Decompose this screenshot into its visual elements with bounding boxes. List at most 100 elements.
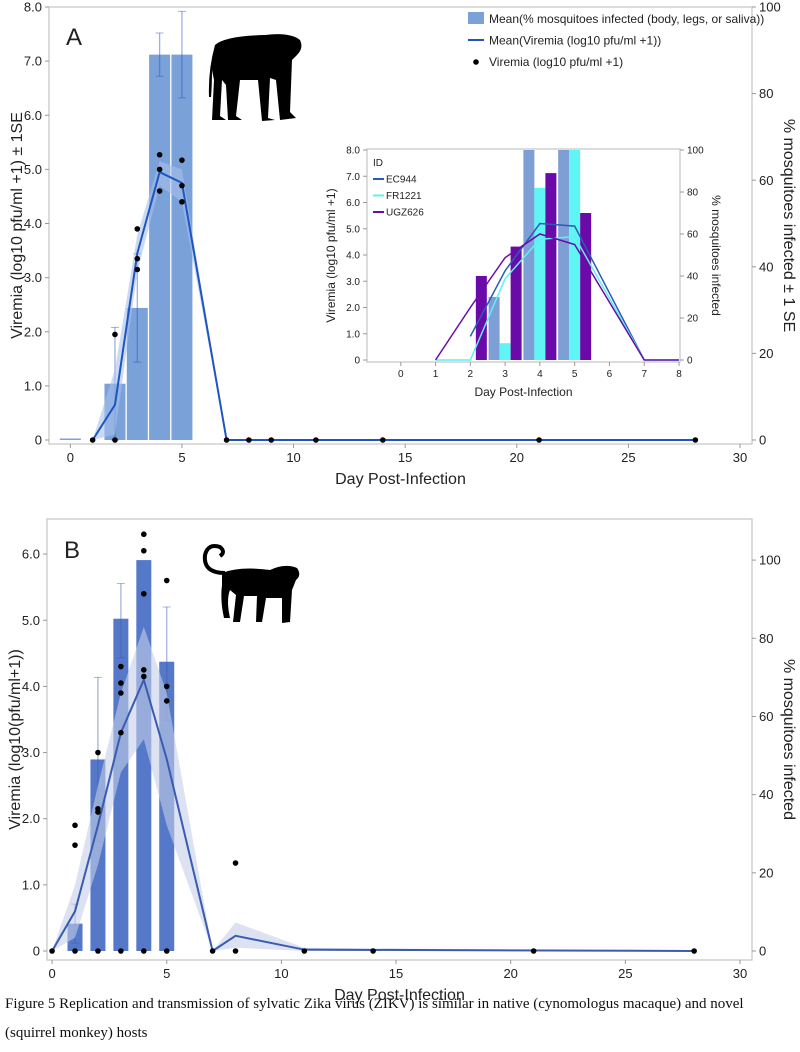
viremia-point [95,809,101,815]
bar [149,54,171,440]
legend-item: Mean(Viremia (log10 pfu/ml +1)) [489,34,661,48]
y2-axis-label: % mosquitoes infected [709,195,723,316]
inset-bar-FR1221 [499,343,511,360]
inset-line-UGZ626 [434,233,679,361]
y2-tick-label: 0 [759,944,766,959]
chart-A: 0 5 10 15 20 25 3001.02.03.04.05.06.07.08.0020… [9,0,797,488]
y-tick-label: 1.0 [22,877,40,892]
viremia-point [301,948,308,954]
viremia-point [163,683,170,690]
legend-item: Viremia (log10 pfu/ml +1) [489,55,623,69]
x-axis-label: Day Post-Infection [335,471,466,488]
viremia-point [141,673,147,680]
y2-tick-label: 20 [759,865,773,880]
legend-item: Mean(% mosquitoes infected (body, legs, … [489,12,764,26]
y2-tick-label: 80 [687,188,699,199]
y-axis-label: Viremia (log10 pfu/ml +1) [324,188,338,322]
viremia-point [141,531,147,538]
bar [59,438,81,440]
viremia-point [223,437,230,443]
x-tick-label: 20 [510,450,524,465]
viremia-point [691,948,697,954]
y2-tick-label: 100 [759,553,781,568]
x-tick-label: 30 [733,450,747,465]
confidence-band [52,626,695,951]
figure-caption: Figure 5 Replication and transmission of… [5,996,744,1041]
y-tick-label: 3.0 [24,270,42,285]
y-tick-label: 6.0 [24,108,42,123]
y2-tick-label: 80 [759,631,773,646]
y2-axis-label: % mosquitoes infected ± 1 SE [780,119,797,332]
y-tick-label: 2.0 [22,811,40,826]
inset-bar-FR1221 [534,187,546,360]
x-tick-label: 4 [537,369,543,380]
viremia-point [89,437,96,443]
inset-line-FR1221 [435,235,679,361]
x-tick-label: 15 [389,966,403,981]
legend-swatch-bar [468,12,484,24]
viremia-point [179,199,185,205]
x-tick-label: 0 [67,450,74,465]
y-tick-label: 1.0 [24,378,42,393]
viremia-point [141,948,147,954]
y-axis-label: Viremia (log10(pfu/ml+1)) [7,649,24,830]
viremia-point [156,151,163,158]
y2-tick-label: 40 [759,787,773,802]
inset-bar-EC944 [523,150,535,360]
y-tick-label: 3.0 [22,745,40,760]
viremia-point [380,437,386,443]
y2-tick-label: 60 [759,709,773,724]
x-tick-label: 8 [676,369,682,380]
y-axis-label: Viremia (log10 pfu/ml +1) ± 1SE [9,112,26,339]
x-tick-label: 25 [618,966,632,981]
y2-tick-label: 0 [687,356,693,367]
y-tick-label: 4.0 [22,679,40,694]
viremia-point [179,157,185,163]
viremia-point [141,590,147,597]
y-tick-label: 8.0 [346,146,360,157]
x-tick-label: 5 [572,369,578,380]
chart-A-inset: 0 1 2 3 4 5 6 7 801.02.03.04.05.06.07.08.0020406… [324,146,723,400]
plot-frame [48,6,753,445]
inset-bar-EC944 [488,297,500,360]
viremia-point [313,437,319,443]
y-tick-label: 0 [354,356,360,367]
inset-legend-item: FR1221 [386,191,422,202]
y2-tick-label: 40 [759,259,773,274]
inset-bar-UGZ626 [475,276,487,360]
y-tick-label: 4.0 [346,251,360,262]
viremia-point [134,266,141,273]
legend: Mean(% mosquitoes infected (body, legs, … [468,12,764,69]
viremia-point [118,690,124,696]
viremia-point [530,948,537,954]
panel-a-label: A [66,24,82,51]
viremia-point [134,226,141,232]
inset-bar-UGZ626 [510,246,522,360]
x-tick-label: 5 [178,450,185,465]
viremia-point [179,182,185,189]
inset-bar-EC944 [558,150,570,360]
y2-tick-label: 40 [687,272,699,283]
squirrel-monkey-silhouette-icon [202,544,300,623]
y-tick-label: 2.0 [24,324,42,339]
x-tick-label: 15 [398,450,412,465]
viremia-point [232,948,239,954]
y2-axis-label: % mosquitoes infected [780,659,797,820]
viremia-point [163,577,170,584]
y-tick-label: 3.0 [346,277,360,288]
chart-B: 0 5 10 15 20 25 30 0 1.0 2.0 3.0 4.0 5.0 6.0 0 20 40 60 80… [7,518,797,1004]
inset-legend-item: UGZ626 [386,208,424,219]
x-tick-label: 3 [502,369,508,380]
viremia-point [112,437,118,443]
viremia-point [118,680,124,686]
y2-tick-label: 60 [759,173,773,188]
x-tick-label: 30 [733,966,747,981]
x-tick-label: 5 [163,966,170,981]
inset-bar-UGZ626 [580,213,592,360]
viremia-point [72,822,78,829]
viremia-point [163,698,170,704]
y2-tick-label: 100 [687,146,704,157]
